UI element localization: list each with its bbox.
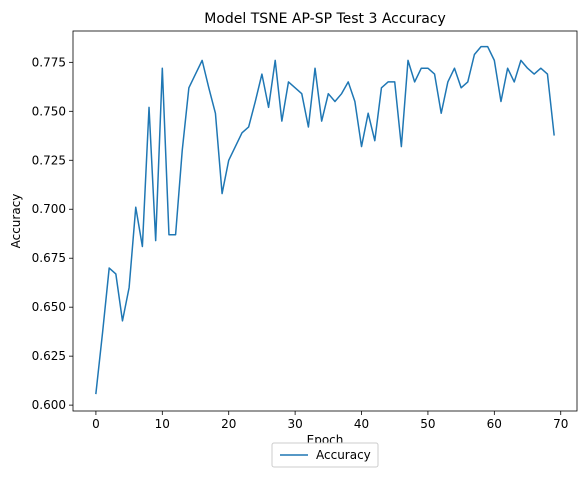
chart-title: Model TSNE AP-SP Test 3 Accuracy	[204, 11, 446, 27]
y-tick-label: 0.600	[32, 398, 66, 412]
x-tick-label: 0	[92, 417, 100, 431]
y-tick-label: 0.625	[32, 349, 66, 363]
x-tick-label: 60	[487, 417, 502, 431]
series-line-accuracy	[96, 47, 554, 394]
x-tick-label: 10	[155, 417, 170, 431]
legend-label: Accuracy	[316, 448, 371, 462]
plot-frame	[73, 31, 577, 411]
y-tick-label: 0.650	[32, 300, 66, 314]
x-tick-label: 50	[420, 417, 435, 431]
y-tick-label: 0.675	[32, 251, 66, 265]
x-tick-label: 20	[221, 417, 236, 431]
y-axis-ticks: 0.600 0.625 0.650 0.675 0.700 0.725 0.750 0.775	[32, 55, 73, 412]
x-tick-label: 70	[553, 417, 568, 431]
legend: Accuracy	[272, 443, 378, 467]
x-tick-label: 30	[287, 417, 302, 431]
x-axis-ticks: 0 10 20 30 40 50 60 70	[92, 411, 568, 431]
x-tick-label: 40	[354, 417, 369, 431]
y-tick-label: 0.700	[32, 202, 66, 216]
y-tick-label: 0.775	[32, 55, 66, 69]
y-tick-label: 0.725	[32, 153, 66, 167]
y-axis-label: Accuracy	[9, 194, 23, 249]
y-tick-label: 0.750	[32, 104, 66, 118]
series-lines	[96, 47, 554, 394]
